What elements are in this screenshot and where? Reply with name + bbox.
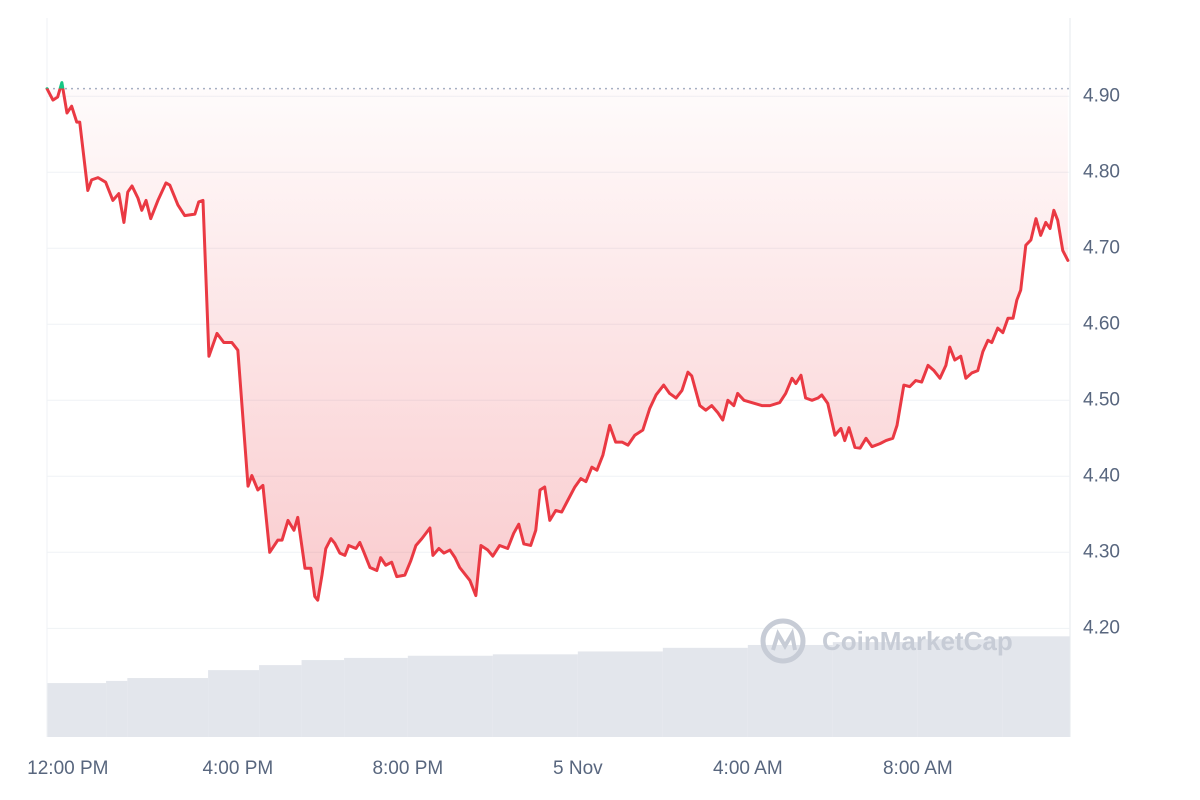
volume-bar [492, 654, 578, 737]
y-tick-label: 4.30 [1083, 541, 1120, 562]
volume-bar [1002, 636, 1070, 737]
x-tick-label: 8:00 AM [883, 758, 953, 779]
volume-bar [259, 665, 302, 737]
x-tick-label: 12:00 PM [27, 758, 108, 779]
price-area [47, 82, 1068, 601]
volume-bar [344, 657, 408, 737]
y-tick-label: 4.40 [1083, 465, 1120, 486]
volume-bar [407, 655, 493, 737]
volume-bar [832, 642, 918, 737]
volume-bar [47, 683, 107, 737]
x-tick-label: 4:00 PM [202, 758, 273, 779]
watermark: CoinMarketCap [760, 618, 1013, 664]
volume-bar [106, 680, 128, 737]
volume [47, 636, 1070, 737]
volume-bar [917, 639, 1003, 737]
x-tick-label: 8:00 PM [372, 758, 443, 779]
volume-bar [662, 647, 748, 737]
y-tick-label: 4.80 [1083, 161, 1120, 182]
y-tick-label: 4.70 [1083, 237, 1120, 258]
y-tick-label: 4.20 [1083, 617, 1120, 638]
y-tick-label: 4.50 [1083, 389, 1120, 410]
x-tick-label: 4:00 AM [713, 758, 783, 779]
volume-bar [127, 678, 209, 737]
watermark-logo [760, 618, 806, 664]
y-tick-label: 4.60 [1083, 313, 1120, 334]
y-tick-label: 4.90 [1083, 85, 1120, 106]
watermark-text: CoinMarketCap [822, 626, 1013, 656]
volume-bar [301, 660, 345, 737]
volume-bar [577, 651, 663, 737]
x-tick-label: 5 Nov [553, 758, 603, 779]
watermark-logo-mark [771, 628, 797, 651]
volume-bar [208, 670, 260, 737]
price-line [45, 81, 1070, 602]
